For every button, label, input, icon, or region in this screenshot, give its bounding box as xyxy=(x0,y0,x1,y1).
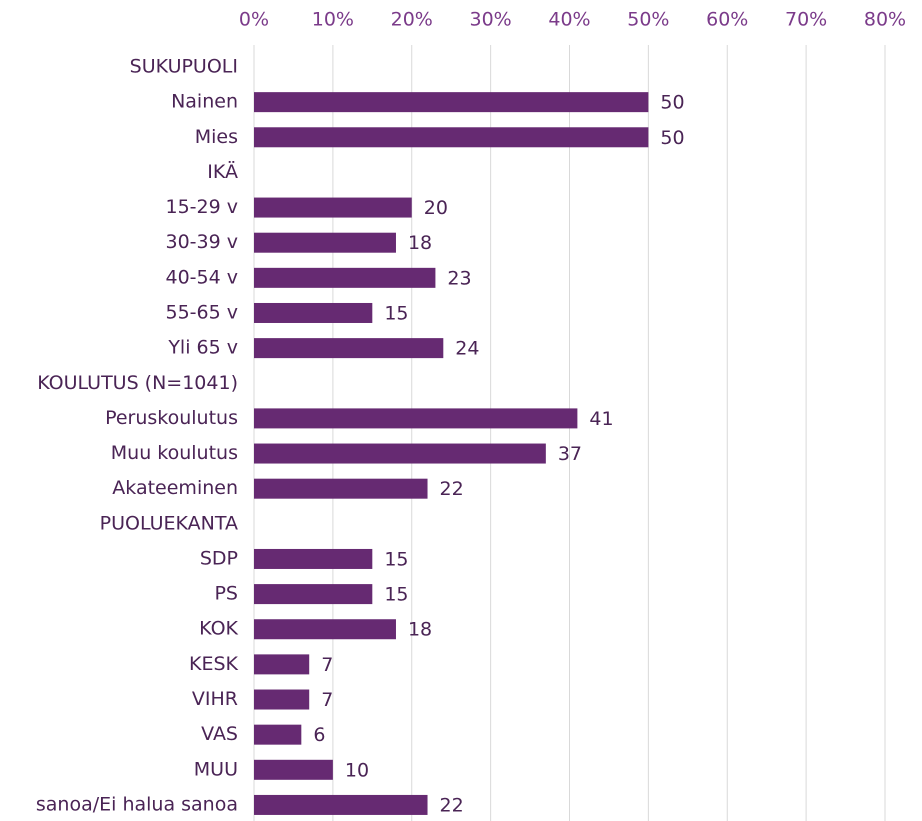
value-label: 15 xyxy=(384,548,408,570)
value-label: 24 xyxy=(455,338,479,360)
y-tick-label: Peruskoulutus xyxy=(105,407,238,429)
x-tick-label: 20% xyxy=(391,9,433,31)
x-tick-label: 60% xyxy=(706,9,748,31)
y-tick-label: 55-65 v xyxy=(166,301,239,323)
y-tick-label: sanoa/Ei halua sanoa xyxy=(36,793,238,815)
y-tick-label: IKÄ xyxy=(207,160,238,183)
bar xyxy=(254,127,649,148)
value-label: 6 xyxy=(313,724,325,746)
value-label: 23 xyxy=(447,267,471,289)
value-label: 37 xyxy=(558,443,582,465)
y-tick-label: VAS xyxy=(201,723,238,745)
value-label: 10 xyxy=(345,759,369,781)
y-tick-label: 40-54 v xyxy=(166,266,239,288)
bar xyxy=(254,338,444,359)
y-tick-label: 15-29 v xyxy=(166,196,239,218)
value-label: 22 xyxy=(440,794,464,816)
x-tick-label: 40% xyxy=(548,9,590,31)
x-tick-label: 70% xyxy=(785,9,827,31)
y-tick-label: SUKUPUOLI xyxy=(130,56,238,78)
x-tick-label: 50% xyxy=(627,9,669,31)
y-tick-label: Akateeminen xyxy=(112,477,238,499)
value-label: 20 xyxy=(424,197,448,219)
value-label: 7 xyxy=(321,654,333,676)
value-label: 15 xyxy=(384,302,408,324)
value-label: 15 xyxy=(384,584,408,606)
y-tick-label: VIHR xyxy=(192,688,238,710)
value-label: 7 xyxy=(321,689,333,711)
y-tick-label: SDP xyxy=(200,547,238,569)
bar xyxy=(254,689,310,710)
bar xyxy=(254,724,302,745)
bar xyxy=(254,548,373,569)
y-tick-label: Mies xyxy=(195,126,238,148)
value-label: 22 xyxy=(440,478,464,500)
bar xyxy=(254,759,333,780)
bar xyxy=(254,584,373,605)
x-tick-label: 30% xyxy=(470,9,512,31)
bar xyxy=(254,267,436,288)
bar xyxy=(254,619,396,640)
bar xyxy=(254,197,412,218)
bar xyxy=(254,302,373,323)
y-tick-label: MUU xyxy=(194,758,238,780)
x-tick-label: 0% xyxy=(239,9,269,31)
bar xyxy=(254,92,649,113)
bar xyxy=(254,654,310,675)
value-label: 50 xyxy=(660,92,684,114)
y-tick-label: Yli 65 v xyxy=(167,337,238,359)
bar xyxy=(254,478,428,499)
value-label: 41 xyxy=(589,408,613,430)
value-label: 50 xyxy=(660,127,684,149)
bar xyxy=(254,408,578,429)
y-tick-label: Nainen xyxy=(171,91,238,113)
bar xyxy=(254,443,546,464)
y-tick-label: PUOLUEKANTA xyxy=(100,512,238,534)
x-tick-label: 80% xyxy=(864,9,906,31)
y-tick-label: KOK xyxy=(199,618,238,640)
y-tick-label: PS xyxy=(214,583,238,605)
y-tick-label: KESK xyxy=(189,653,239,675)
value-label: 18 xyxy=(408,232,432,254)
bar xyxy=(254,232,396,253)
y-tick-label: KOULUTUS (N=1041) xyxy=(37,372,238,394)
bar xyxy=(254,794,428,815)
y-tick-label: 30-39 v xyxy=(166,231,239,253)
x-tick-label: 10% xyxy=(312,9,354,31)
y-tick-label: Muu koulutus xyxy=(111,442,238,464)
value-label: 18 xyxy=(408,619,432,641)
